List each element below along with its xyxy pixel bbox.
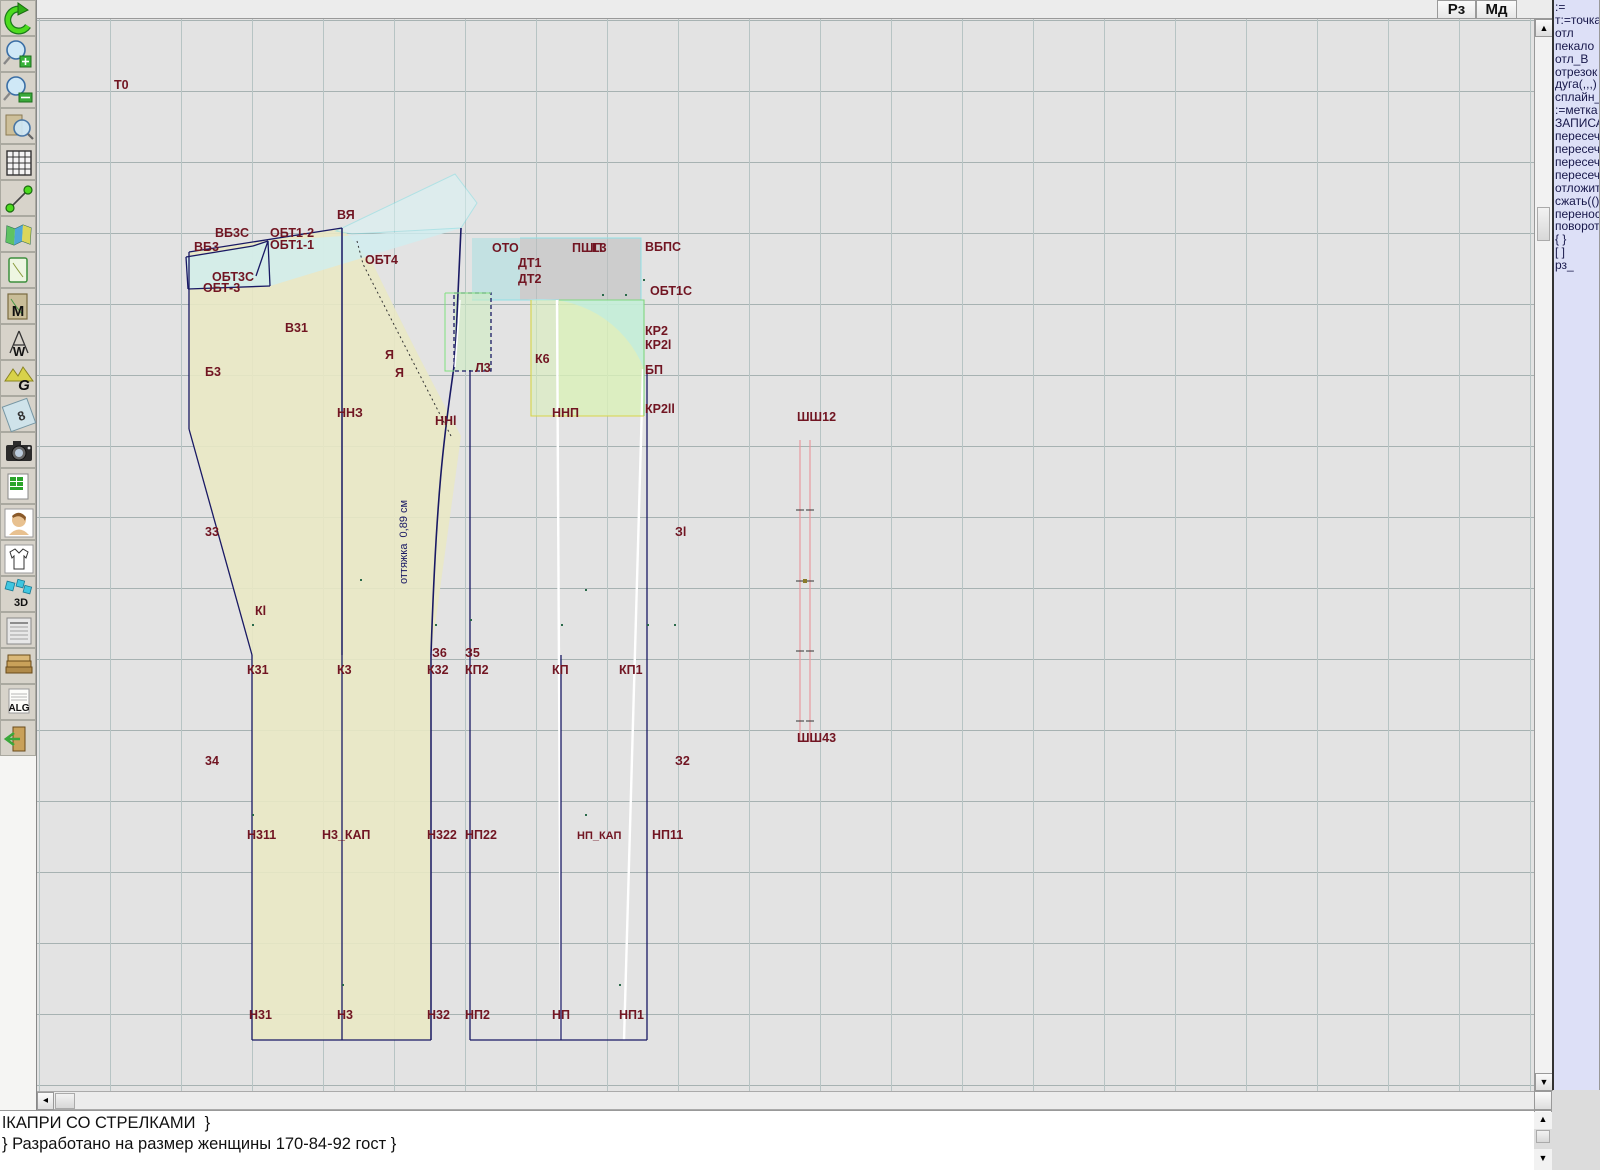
svg-text:К32: К32: [427, 663, 449, 677]
svg-text:НП_КАП: НП_КАП: [577, 830, 621, 842]
svg-text:Я: Я: [385, 348, 394, 362]
svg-text:Кl: Кl: [255, 604, 266, 618]
svg-text:ОБТ4: ОБТ4: [365, 253, 398, 267]
svg-text:G: G: [18, 377, 30, 394]
svg-text:НП22: НП22: [465, 828, 497, 842]
svg-text:К6: К6: [535, 352, 550, 366]
svg-text:Я: Я: [395, 366, 404, 380]
svg-text:ОБТ-3: ОБТ-3: [203, 281, 240, 295]
svg-text:ШШ12: ШШ12: [797, 410, 836, 424]
svg-text:К31: К31: [247, 663, 269, 677]
svg-text:З2: З2: [675, 754, 690, 768]
svg-text:КР2l: КР2l: [645, 338, 671, 352]
svg-text:ВЯ: ВЯ: [337, 208, 355, 222]
svg-text:Л3: Л3: [475, 361, 491, 375]
svg-text:НП2: НП2: [465, 1008, 490, 1022]
svg-text:БП: БП: [645, 363, 663, 377]
svg-text:ДТ2: ДТ2: [518, 272, 542, 286]
svg-text:M: M: [12, 303, 25, 320]
svg-text:ОТО: ОТО: [492, 241, 519, 255]
svg-text:ВБПС: ВБПС: [645, 240, 681, 254]
svg-text:Н3: Н3: [337, 1008, 353, 1022]
svg-text:ННl: ННl: [435, 414, 457, 428]
svg-text:КР2: КР2: [645, 324, 668, 338]
svg-text:КП1: КП1: [619, 663, 643, 677]
svg-text:Н322: Н322: [427, 828, 457, 842]
svg-text:Н3_КАП: Н3_КАП: [322, 828, 370, 842]
svg-text:Б3: Б3: [205, 365, 221, 379]
svg-text:КП2: КП2: [465, 663, 489, 677]
svg-text:3D: 3D: [14, 597, 28, 609]
svg-text:ВБ3: ВБ3: [194, 240, 219, 254]
svg-text:оттяжка 0,89 см: оттяжка 0,89 см: [398, 500, 410, 584]
svg-text:Зl: Зl: [675, 525, 686, 539]
svg-text:Т0: Т0: [114, 78, 129, 92]
svg-text:ВБ3С: ВБ3С: [215, 226, 249, 240]
svg-text:Н32: Н32: [427, 1008, 450, 1022]
svg-text:ШШ43: ШШ43: [797, 731, 836, 745]
svg-text:ННП: ННП: [552, 406, 579, 420]
svg-text:ННЗ: ННЗ: [337, 406, 363, 420]
svg-text:З6: З6: [432, 646, 447, 660]
svg-text:КП: КП: [552, 663, 569, 677]
svg-text:ДТ1: ДТ1: [518, 256, 542, 270]
svg-text:КР2ll: КР2ll: [645, 402, 675, 416]
svg-text:НП11: НП11: [652, 828, 683, 842]
svg-text:33: 33: [205, 525, 219, 539]
svg-text:В31: В31: [285, 321, 308, 335]
svg-text:34: 34: [205, 754, 219, 768]
svg-text:К3: К3: [337, 663, 352, 677]
svg-text:ALG: ALG: [8, 703, 29, 714]
svg-text:Н31: Н31: [249, 1008, 272, 1022]
svg-text:Н311: Н311: [247, 828, 276, 842]
svg-text:ОБТ1С: ОБТ1С: [650, 284, 692, 298]
svg-text:НП1: НП1: [619, 1008, 644, 1022]
svg-text:НП: НП: [552, 1008, 570, 1022]
svg-text:W: W: [13, 344, 26, 359]
svg-text:З5: З5: [465, 646, 480, 660]
svg-text:ОБТ1-1: ОБТ1-1: [270, 238, 314, 252]
svg-text:L3: L3: [592, 241, 607, 255]
